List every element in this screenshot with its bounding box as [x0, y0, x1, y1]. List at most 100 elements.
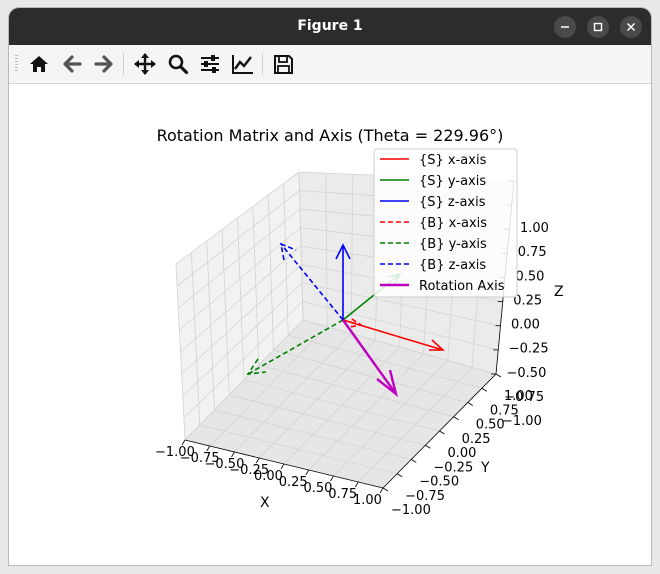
- legend-label: {S} x-axis: [419, 153, 487, 168]
- toolbar-separator: [123, 53, 124, 75]
- configure-subplots-icon: [201, 55, 219, 73]
- figure-canvas[interactable]: Rotation Matrix and Axis (Theta = 229.96…: [9, 84, 651, 565]
- y-tick-label: 1.00: [504, 389, 533, 404]
- y-tick-label: −0.50: [419, 475, 459, 490]
- y-tick-mark: [453, 416, 459, 421]
- x-tick-label: −1.00: [155, 445, 195, 460]
- legend-entry: {B} x-axis: [380, 216, 487, 231]
- maximize-button[interactable]: [587, 16, 609, 38]
- window-title: Figure 1: [297, 18, 363, 34]
- y-tick-mark: [439, 430, 445, 435]
- plot-title: Rotation Matrix and Axis (Theta = 229.96…: [156, 126, 504, 145]
- y-tick-mark: [411, 459, 417, 463]
- legend-label: {B} x-axis: [419, 216, 487, 231]
- legend: {S} x-axis {S} y-axis {S} z-axis {B} x-axis…: [373, 148, 518, 298]
- s-z-axis-arrow: [335, 243, 351, 320]
- navigation-toolbar: [9, 45, 651, 84]
- x-tick-mark: [354, 481, 359, 488]
- y-tick-label: 0.50: [476, 418, 505, 433]
- pan-icon: [134, 53, 156, 75]
- pan-button[interactable]: [132, 51, 158, 77]
- close-button[interactable]: [620, 16, 642, 38]
- pane-floor: [185, 320, 496, 488]
- z-tick-label: 0.50: [516, 269, 545, 284]
- x-tick-label: 0.75: [328, 487, 357, 502]
- legend-entry: {B} y-axis: [380, 237, 487, 252]
- forward-button[interactable]: [91, 51, 117, 77]
- save-icon: [274, 55, 293, 74]
- legend-label: {S} z-axis: [419, 195, 486, 210]
- x-tick-label: 0.25: [279, 475, 308, 490]
- z-tick-label: −1.00: [502, 414, 542, 429]
- title-bar[interactable]: Figure 1: [9, 8, 651, 45]
- edit-axis-button[interactable]: [230, 51, 256, 77]
- y-tick-label: −0.75: [405, 489, 445, 504]
- x-tick-label: −0.50: [205, 457, 245, 472]
- zoom-icon: [168, 54, 189, 75]
- save-button[interactable]: [270, 51, 296, 77]
- legend-label: Rotation Axis: [419, 279, 505, 294]
- z-tick-label: −0.50: [507, 366, 547, 381]
- x-tick-mark: [330, 475, 334, 482]
- legend-label: {S} y-axis: [419, 174, 486, 189]
- x-axis-label: X: [260, 495, 270, 511]
- toolbar-separator: [262, 53, 263, 75]
- y-tick-mark: [396, 473, 403, 478]
- back-button[interactable]: [59, 51, 85, 77]
- legend-entry: {S} x-axis: [380, 153, 487, 168]
- y-tick-mark: [425, 444, 431, 449]
- z-tick-label: −0.75: [504, 390, 544, 405]
- x-tick-label: −0.75: [180, 451, 220, 466]
- b-x-axis-arrow: [342, 318, 364, 328]
- figure-window: Figure 1: [9, 8, 651, 565]
- home-icon: [30, 56, 48, 72]
- z-tick-label: 1.00: [520, 221, 549, 236]
- b-z-axis-arrow: [279, 242, 344, 321]
- x-tick-mark: [280, 463, 285, 470]
- x-tick-label: −0.25: [229, 463, 269, 478]
- tick-labels: −1.00−0.75−0.50−0.250.000.250.500.751.00…: [155, 180, 549, 518]
- minimize-icon: [561, 26, 569, 28]
- x-tick-mark: [231, 451, 235, 458]
- x-tick-mark: [181, 439, 186, 446]
- legend-entry: Rotation Axis: [380, 279, 505, 294]
- axes-3d[interactable]: −1.00−0.75−0.50−0.250.000.250.500.751.00…: [9, 84, 651, 565]
- legend-label: {B} y-axis: [419, 237, 487, 252]
- configure-subplots-button[interactable]: [197, 51, 223, 77]
- y-tick-label: 0.00: [448, 446, 477, 461]
- x-tick-mark: [305, 469, 310, 476]
- minimize-button[interactable]: [554, 16, 576, 38]
- x-tick-label: 0.50: [304, 481, 333, 496]
- edit-axis-icon: [232, 55, 253, 74]
- z-tick-label: 0.00: [511, 318, 540, 333]
- z-tick-label: 0.75: [518, 245, 547, 260]
- x-tick-mark: [255, 457, 260, 464]
- rotation-axis-arrow: [342, 319, 399, 398]
- back-icon: [63, 55, 82, 73]
- z-tick-label: 0.25: [513, 293, 542, 308]
- b-y-axis-arrow: [246, 319, 344, 375]
- pane-left: [176, 172, 303, 440]
- maximize-icon: [593, 22, 603, 32]
- legend-entry: {B} z-axis: [380, 258, 486, 273]
- x-tick-label: 1.00: [353, 493, 382, 508]
- zoom-button[interactable]: [165, 51, 191, 77]
- z-tick-label: −0.25: [509, 342, 549, 357]
- y-tick-label: 0.75: [490, 403, 519, 418]
- y-tick-label: −1.00: [391, 503, 431, 518]
- x-tick-mark: [206, 445, 211, 452]
- legend-label: {B} z-axis: [419, 258, 486, 273]
- forward-icon: [94, 55, 113, 73]
- legend-entry: {S} z-axis: [380, 195, 486, 210]
- toolbar-grip: [15, 55, 18, 73]
- y-axis-label: Y: [480, 460, 490, 476]
- x-tick-mark: [379, 487, 384, 494]
- y-tick-mark: [467, 402, 473, 406]
- close-icon: [626, 22, 636, 32]
- home-button[interactable]: [26, 51, 52, 77]
- x-tick-label: 0.00: [254, 469, 283, 484]
- y-tick-label: −0.25: [433, 460, 473, 475]
- legend-entry: {S} y-axis: [380, 174, 486, 189]
- y-tick-mark: [481, 387, 488, 392]
- y-tick-mark: [382, 487, 389, 492]
